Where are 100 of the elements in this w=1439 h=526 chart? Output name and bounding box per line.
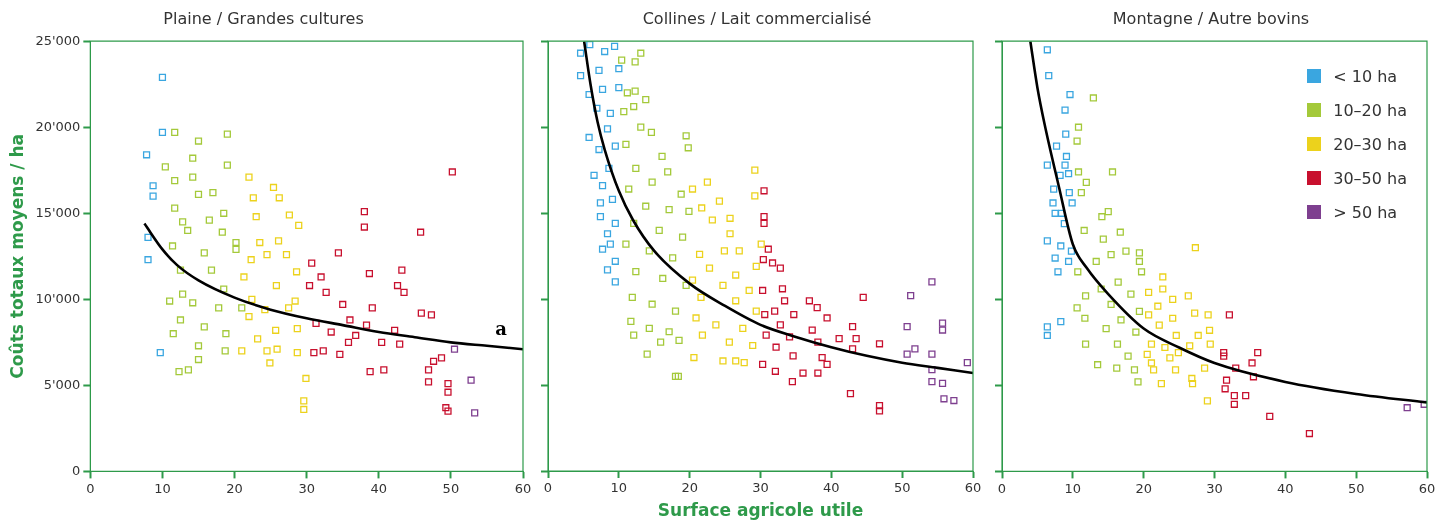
point [256,238,264,247]
point [645,247,653,255]
point [215,304,223,312]
point [378,338,386,346]
point [360,207,368,216]
point [685,207,693,216]
point [238,304,246,312]
point [615,65,623,73]
point [739,324,747,332]
point [220,209,228,217]
point [642,96,650,104]
point [1081,340,1090,348]
x-tick-label: 60 [514,480,532,496]
point [1137,268,1146,276]
point [200,249,208,257]
point [1135,249,1144,257]
point [1166,354,1174,362]
point [761,310,769,319]
point [703,178,711,186]
chart-title: Montagne / Autre bovins [1112,8,1310,28]
point [808,326,816,334]
point [950,396,958,405]
point [1143,350,1151,359]
point [688,185,697,193]
x-tick-label: 20 [681,480,698,496]
point [1230,392,1238,400]
point [647,128,656,136]
point [1089,94,1097,102]
annotation: a [495,317,508,339]
x-tick-label: 50 [442,480,460,496]
point [302,374,310,383]
point [1248,359,1256,367]
point [772,343,780,351]
x-tick-label: 50 [1347,480,1365,496]
point [645,324,653,332]
y-tick-label: 10'000 [35,290,81,306]
point [263,347,271,355]
point [1191,309,1199,317]
point [1067,247,1076,255]
point [618,56,626,64]
point [719,281,727,289]
point [725,338,733,346]
point [846,390,855,398]
point [585,133,593,142]
point [1249,373,1258,381]
point [963,359,971,367]
point [344,338,353,346]
point [611,142,619,150]
point [400,288,408,297]
point [606,240,614,248]
point [760,187,768,195]
point [630,331,638,339]
point [209,189,217,197]
point [175,367,183,376]
point [194,190,203,198]
point [169,330,177,338]
point [1221,385,1229,393]
point [1159,285,1167,293]
point [1065,189,1073,197]
point [1068,199,1076,207]
point [760,219,768,228]
point [263,250,271,259]
point [293,349,301,357]
point [776,264,784,272]
point [362,321,371,329]
point [620,108,628,116]
point [274,237,283,245]
point [1113,364,1121,372]
point [249,194,257,202]
point [437,354,446,362]
point [1057,242,1065,250]
point [248,295,256,303]
point [759,286,767,295]
point [745,286,753,295]
point [601,47,609,56]
point [184,226,192,235]
point [1403,404,1411,412]
point [611,219,619,228]
point [598,181,607,190]
point [749,341,757,350]
point [657,338,665,346]
point [615,84,623,92]
y-tick-label: 15'000 [35,204,81,220]
point [1094,361,1102,369]
point [1220,349,1228,357]
point [1062,152,1071,161]
point [194,137,203,145]
point [751,192,759,200]
point [598,85,607,93]
point [352,331,360,340]
point [642,202,650,210]
point [1052,142,1061,150]
point [598,245,607,253]
point [751,166,759,174]
point [903,322,911,331]
point [1117,316,1125,324]
point [603,125,612,133]
point [788,377,796,386]
point [630,102,638,111]
point [194,342,203,350]
